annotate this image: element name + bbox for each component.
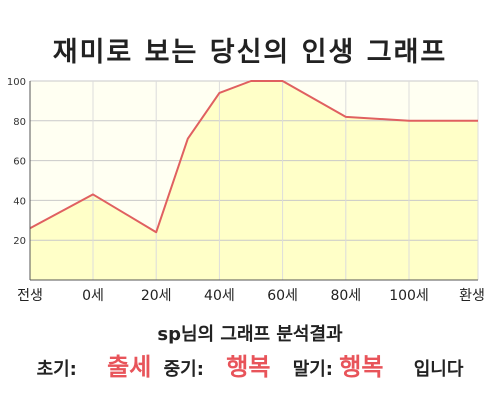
late-value: 행복 — [339, 353, 384, 381]
mid-label: 중기: — [163, 359, 204, 380]
y-tick-label: 100 — [7, 77, 26, 88]
y-tick-label: 20 — [13, 236, 26, 247]
early-value: 출세 — [107, 353, 152, 381]
series-line — [29, 80, 478, 234]
result-heading: sp님의 그래프 분석결과 — [157, 324, 343, 345]
early-label: 초기: — [36, 359, 77, 380]
area-fill — [30, 81, 478, 280]
late-label: 말기: — [292, 359, 334, 380]
x-tick-label: 20세 — [141, 288, 172, 304]
y-tick-label: 60 — [13, 157, 26, 168]
mid-value: 행복 — [226, 353, 271, 381]
x-tick-label: 100세 — [389, 288, 429, 304]
result-summary: 초기: 출세 중기: 행복 말기: 행복 입니다 — [0, 347, 500, 382]
chart-title: 재미로 보는 당신의 인생 그래프 — [52, 37, 448, 68]
x-tick-label: 0세 — [82, 288, 104, 304]
x-tick-label: 60세 — [267, 288, 298, 304]
x-tick-label: 40세 — [204, 288, 235, 304]
result-suffix: 입니다 — [413, 359, 464, 380]
y-tick-label: 40 — [13, 196, 26, 207]
y-tick-label: 80 — [13, 117, 26, 128]
life-graph-chart: 20 40 60 80 100 전생 0세 20세 40세 60세 80세 100세 환생 — [7, 77, 485, 304]
x-tick-label: 환생 — [459, 288, 485, 304]
x-tick-label: 80세 — [330, 288, 361, 304]
x-tick-label: 전생 — [17, 288, 43, 304]
